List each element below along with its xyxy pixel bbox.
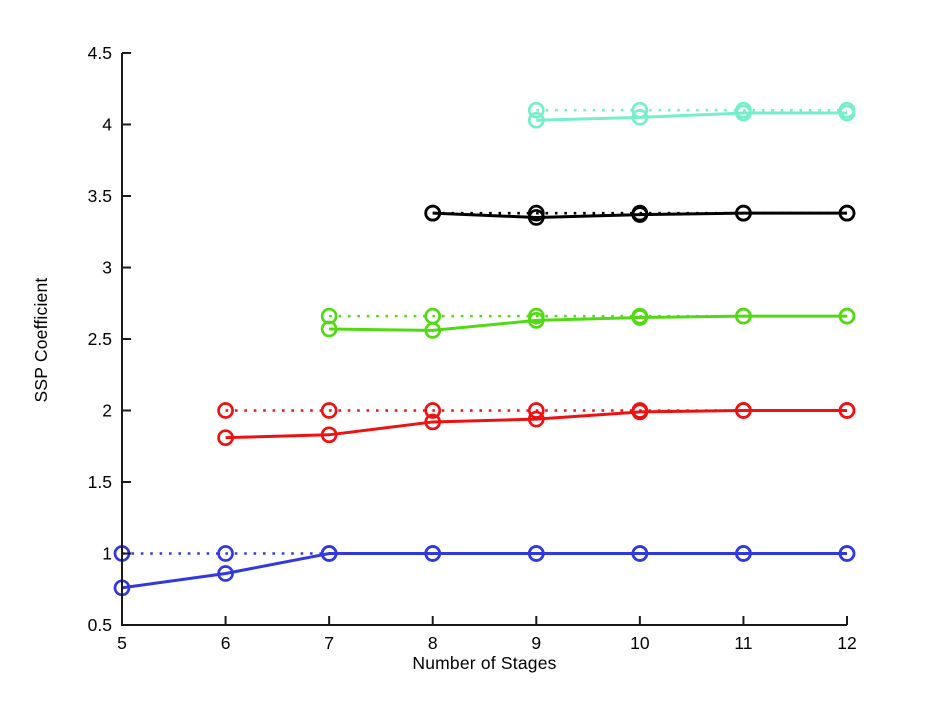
data-point-marker <box>527 312 545 329</box>
x-tick-label: 9 <box>531 633 541 653</box>
data-point-marker <box>527 410 545 428</box>
x-axis-title: Number of Stages <box>412 653 557 673</box>
y-tick-label: 1 <box>102 544 112 564</box>
y-tick-label: 4 <box>102 115 112 135</box>
data-point-marker <box>527 402 545 419</box>
data-point-marker <box>527 111 545 129</box>
series-line-black-solid <box>432 211 847 219</box>
data-point-marker <box>631 545 649 562</box>
x-tick-label: 7 <box>324 633 334 653</box>
data-point-marker <box>424 204 442 222</box>
series-green-solid <box>320 307 856 339</box>
x-tick-label: 8 <box>428 633 438 653</box>
axes-spines <box>121 53 847 626</box>
data-point-marker <box>217 545 234 562</box>
data-point-marker <box>631 108 649 126</box>
series-line-cyan-solid <box>536 111 847 122</box>
data-point-marker <box>217 565 234 582</box>
series-line-green-solid <box>329 314 847 332</box>
x-tick-label: 12 <box>837 633 856 653</box>
series-line-blue-solid <box>121 552 847 590</box>
series-cyan-solid <box>527 104 856 129</box>
x-tick-label: 5 <box>117 633 127 653</box>
data-point-marker <box>320 402 338 419</box>
data-point-marker <box>424 413 442 431</box>
data-point-marker <box>527 209 545 226</box>
data-point-marker <box>424 545 442 562</box>
data-point-marker <box>838 104 856 122</box>
series-red-solid <box>217 402 856 447</box>
x-tick-label: 10 <box>630 633 650 653</box>
data-point-marker <box>320 545 338 562</box>
data-point-marker <box>631 206 649 223</box>
series-black-solid <box>424 204 856 226</box>
data-point-marker <box>320 426 338 444</box>
y-tick-label: 3.5 <box>88 186 112 206</box>
data-point-marker <box>527 545 545 562</box>
x-tick-label: 11 <box>734 633 752 653</box>
data-point-marker <box>838 402 856 419</box>
data-point-marker <box>735 545 752 562</box>
data-point-marker <box>527 101 545 119</box>
data-point-marker <box>735 402 752 419</box>
data-point-marker <box>320 320 338 338</box>
y-tick-label: 1.5 <box>88 472 112 492</box>
data-point-marker <box>838 204 856 222</box>
data-point-marker <box>735 104 752 122</box>
y-tick-label: 2.5 <box>88 329 112 349</box>
data-point-marker <box>424 402 442 419</box>
y-tick-label: 3 <box>102 258 112 278</box>
y-tick-label: 2 <box>102 401 112 421</box>
data-point-marker <box>735 307 752 325</box>
data-point-marker <box>217 402 234 419</box>
data-point-marker <box>631 403 649 421</box>
data-point-marker <box>838 307 856 325</box>
data-point-marker <box>631 309 649 326</box>
y-tick-label: 4.5 <box>88 43 112 63</box>
y-tick-label: 0.5 <box>88 615 112 635</box>
x-tick-label: 6 <box>221 633 231 653</box>
data-point-marker <box>838 545 856 562</box>
data-point-marker <box>735 204 752 222</box>
series-line-red-solid <box>225 409 847 440</box>
data-point-marker <box>217 429 234 447</box>
data-point-marker <box>424 322 442 339</box>
y-axis-title: SSP Coefficient <box>31 277 51 403</box>
